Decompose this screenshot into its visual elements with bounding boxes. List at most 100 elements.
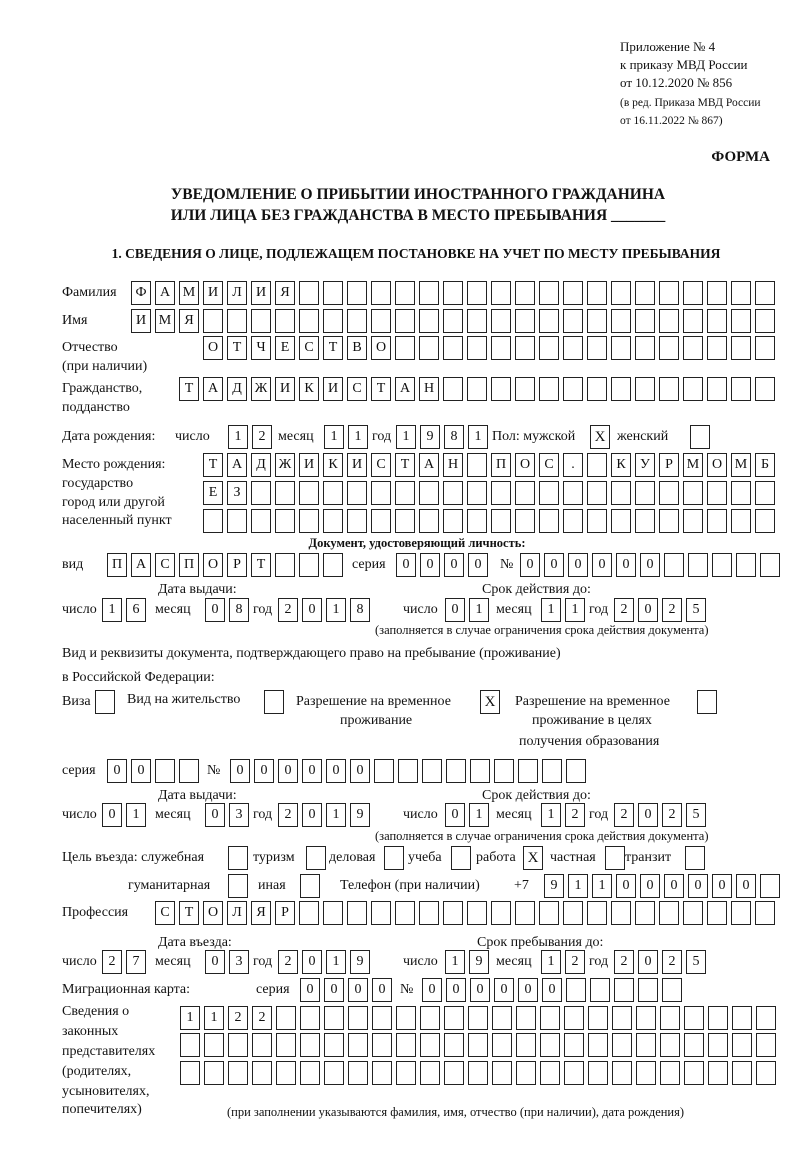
char-cell[interactable]: 1: [204, 1006, 224, 1030]
char-cell[interactable]: [443, 309, 463, 333]
birthplace-field-3[interactable]: [203, 509, 775, 533]
char-cell[interactable]: [228, 1061, 248, 1085]
char-cell[interactable]: [732, 1033, 752, 1057]
char-cell[interactable]: Р: [227, 553, 247, 577]
char-cell[interactable]: [587, 509, 607, 533]
female-checkbox[interactable]: [690, 425, 710, 449]
char-cell[interactable]: В: [347, 336, 367, 360]
char-cell[interactable]: Т: [251, 553, 271, 577]
char-cell[interactable]: 1: [326, 803, 346, 827]
char-cell[interactable]: Л: [227, 901, 247, 925]
char-cell[interactable]: 0: [396, 553, 416, 577]
char-cell[interactable]: 2: [662, 803, 682, 827]
char-cell[interactable]: [467, 309, 487, 333]
char-cell[interactable]: 1: [469, 598, 489, 622]
char-cell[interactable]: 1: [592, 874, 612, 898]
char-cell[interactable]: К: [323, 453, 343, 477]
char-cell[interactable]: 1: [324, 425, 344, 449]
char-cell[interactable]: [587, 377, 607, 401]
char-cell[interactable]: 0: [640, 874, 660, 898]
char-cell[interactable]: 0: [544, 553, 564, 577]
char-cell[interactable]: 0: [444, 553, 464, 577]
char-cell[interactable]: [587, 453, 607, 477]
char-cell[interactable]: А: [227, 453, 247, 477]
char-cell[interactable]: [396, 1006, 416, 1030]
char-cell[interactable]: [420, 1033, 440, 1057]
char-cell[interactable]: [371, 509, 391, 533]
char-cell[interactable]: [470, 759, 490, 783]
char-cell[interactable]: 7: [126, 950, 146, 974]
visa-checkbox[interactable]: [95, 690, 115, 714]
char-cell[interactable]: [708, 1033, 728, 1057]
char-cell[interactable]: [180, 1061, 200, 1085]
char-cell[interactable]: [636, 1006, 656, 1030]
char-cell[interactable]: [539, 377, 559, 401]
char-cell[interactable]: [731, 281, 751, 305]
char-cell[interactable]: Д: [227, 377, 247, 401]
char-cell[interactable]: 0: [102, 803, 122, 827]
char-cell[interactable]: О: [371, 336, 391, 360]
char-cell[interactable]: [422, 759, 442, 783]
char-cell[interactable]: [516, 1033, 536, 1057]
char-cell[interactable]: [707, 309, 727, 333]
char-cell[interactable]: [227, 309, 247, 333]
char-cell[interactable]: [635, 481, 655, 505]
char-cell[interactable]: [467, 901, 487, 925]
char-cell[interactable]: [468, 1006, 488, 1030]
char-cell[interactable]: 0: [254, 759, 274, 783]
char-cell[interactable]: [539, 281, 559, 305]
char-cell[interactable]: А: [419, 453, 439, 477]
char-cell[interactable]: [611, 509, 631, 533]
char-cell[interactable]: 1: [469, 803, 489, 827]
char-cell[interactable]: [252, 1061, 272, 1085]
char-cell[interactable]: П: [179, 553, 199, 577]
char-cell[interactable]: 2: [102, 950, 122, 974]
char-cell[interactable]: 0: [205, 598, 225, 622]
residence-permit-checkbox[interactable]: [264, 690, 284, 714]
char-cell[interactable]: [444, 1033, 464, 1057]
char-cell[interactable]: Ч: [251, 336, 271, 360]
char-cell[interactable]: [755, 481, 775, 505]
char-cell[interactable]: О: [515, 453, 535, 477]
char-cell[interactable]: 5: [686, 598, 706, 622]
char-cell[interactable]: [731, 309, 751, 333]
char-cell[interactable]: [179, 759, 199, 783]
char-cell[interactable]: 0: [302, 950, 322, 974]
char-cell[interactable]: [540, 1061, 560, 1085]
char-cell[interactable]: 1: [348, 425, 368, 449]
char-cell[interactable]: 1: [468, 425, 488, 449]
char-cell[interactable]: 9: [420, 425, 440, 449]
char-cell[interactable]: [707, 377, 727, 401]
char-cell[interactable]: 8: [350, 598, 370, 622]
char-cell[interactable]: И: [347, 453, 367, 477]
char-cell[interactable]: [516, 1006, 536, 1030]
char-cell[interactable]: [446, 759, 466, 783]
char-cell[interactable]: Т: [371, 377, 391, 401]
char-cell[interactable]: [611, 901, 631, 925]
char-cell[interactable]: [662, 978, 682, 1002]
char-cell[interactable]: [324, 1006, 344, 1030]
char-cell[interactable]: [180, 1033, 200, 1057]
purpose-other-checkbox[interactable]: [300, 874, 320, 898]
char-cell[interactable]: Я: [251, 901, 271, 925]
char-cell[interactable]: [611, 377, 631, 401]
char-cell[interactable]: О: [203, 553, 223, 577]
char-cell[interactable]: 0: [348, 978, 368, 1002]
representatives-field-3[interactable]: [180, 1061, 776, 1085]
char-cell[interactable]: 0: [446, 978, 466, 1002]
char-cell[interactable]: 0: [205, 803, 225, 827]
char-cell[interactable]: А: [203, 377, 223, 401]
purpose-business-checkbox[interactable]: [384, 846, 404, 870]
char-cell[interactable]: 0: [422, 978, 442, 1002]
char-cell[interactable]: [443, 901, 463, 925]
char-cell[interactable]: [659, 309, 679, 333]
char-cell[interactable]: 0: [616, 553, 636, 577]
char-cell[interactable]: [611, 481, 631, 505]
char-cell[interactable]: [299, 481, 319, 505]
char-cell[interactable]: [515, 509, 535, 533]
